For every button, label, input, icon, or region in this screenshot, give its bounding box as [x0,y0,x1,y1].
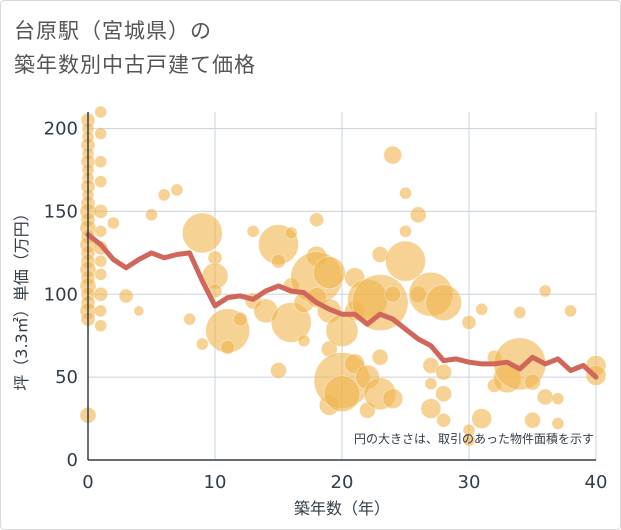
data-point [471,408,493,429]
data-point [420,398,442,420]
data-point [93,286,109,302]
y-tick-label: 50 [55,367,78,388]
data-point [94,105,108,119]
data-point [409,206,427,224]
data-point [170,183,184,197]
data-point [323,375,361,413]
data-point [118,288,134,304]
y-tick-label: 150 [44,201,78,222]
y-tick-label: 200 [44,119,78,140]
x-axis-label: 築年数（年） [294,499,390,518]
data-point [462,423,476,437]
data-point [297,334,311,348]
data-point [312,256,346,290]
data-point [383,145,403,165]
data-point [181,212,223,254]
data-point [424,377,438,391]
title-line-1: 台原駅（宮城県）の [14,19,212,43]
data-point [284,226,298,240]
data-point [551,392,565,406]
data-point [271,253,286,269]
data-point [145,208,158,222]
data-point [195,337,209,351]
data-point [538,284,552,298]
data-point [382,388,404,410]
trend-line [85,232,599,380]
data-point [309,212,325,228]
data-point [475,302,489,316]
x-tick-label: 40 [585,472,608,493]
data-point [107,216,120,230]
bubbles [79,105,607,447]
data-point [232,311,248,327]
data-point [270,362,287,379]
data-point [422,357,440,374]
data-point [399,186,412,200]
data-point [270,302,312,343]
data-point [94,319,108,333]
data-point [385,240,426,282]
data-point [524,373,541,391]
data-point [183,312,197,326]
data-point [564,304,577,318]
y-tick-label: 100 [44,284,78,305]
data-point [94,304,108,318]
data-point [461,315,477,330]
data-point [399,224,412,238]
data-point [513,306,527,319]
y-tick-label: 0 [67,450,78,471]
axes: 0 10 20 30 40 0 50 100 150 200 [44,112,608,493]
data-point [94,267,108,281]
chart-title: 台原駅（宮城県）の 築年数別中古戸建て価格 [14,14,256,82]
title-line-2: 築年数別中古戸建て価格 [14,53,256,77]
data-point [93,204,109,219]
x-tick-label: 30 [458,472,481,493]
data-point [536,388,554,406]
data-point [384,285,402,303]
data-point [425,284,463,321]
data-point [524,411,541,429]
data-point [371,348,389,366]
data-point [551,417,565,430]
data-point [94,127,108,140]
trend-line-layer [85,232,599,380]
data-point [94,175,108,189]
data-point [94,224,108,238]
y-axis-label: 坪（3.3㎡）単価（万円） [12,205,31,390]
data-point [436,412,452,428]
data-point [133,305,145,317]
size-legend-note: 円の大きさは、取引のあった物件面積を示す [354,431,594,446]
x-tick-label: 0 [82,472,93,493]
x-tick-label: 20 [331,472,354,493]
data-point [157,188,171,202]
data-point [220,339,236,355]
data-point [435,385,453,403]
data-point [94,155,108,169]
data-point [246,224,260,238]
x-tick-label: 10 [204,472,227,493]
data-point [94,254,108,268]
data-point [435,363,453,381]
